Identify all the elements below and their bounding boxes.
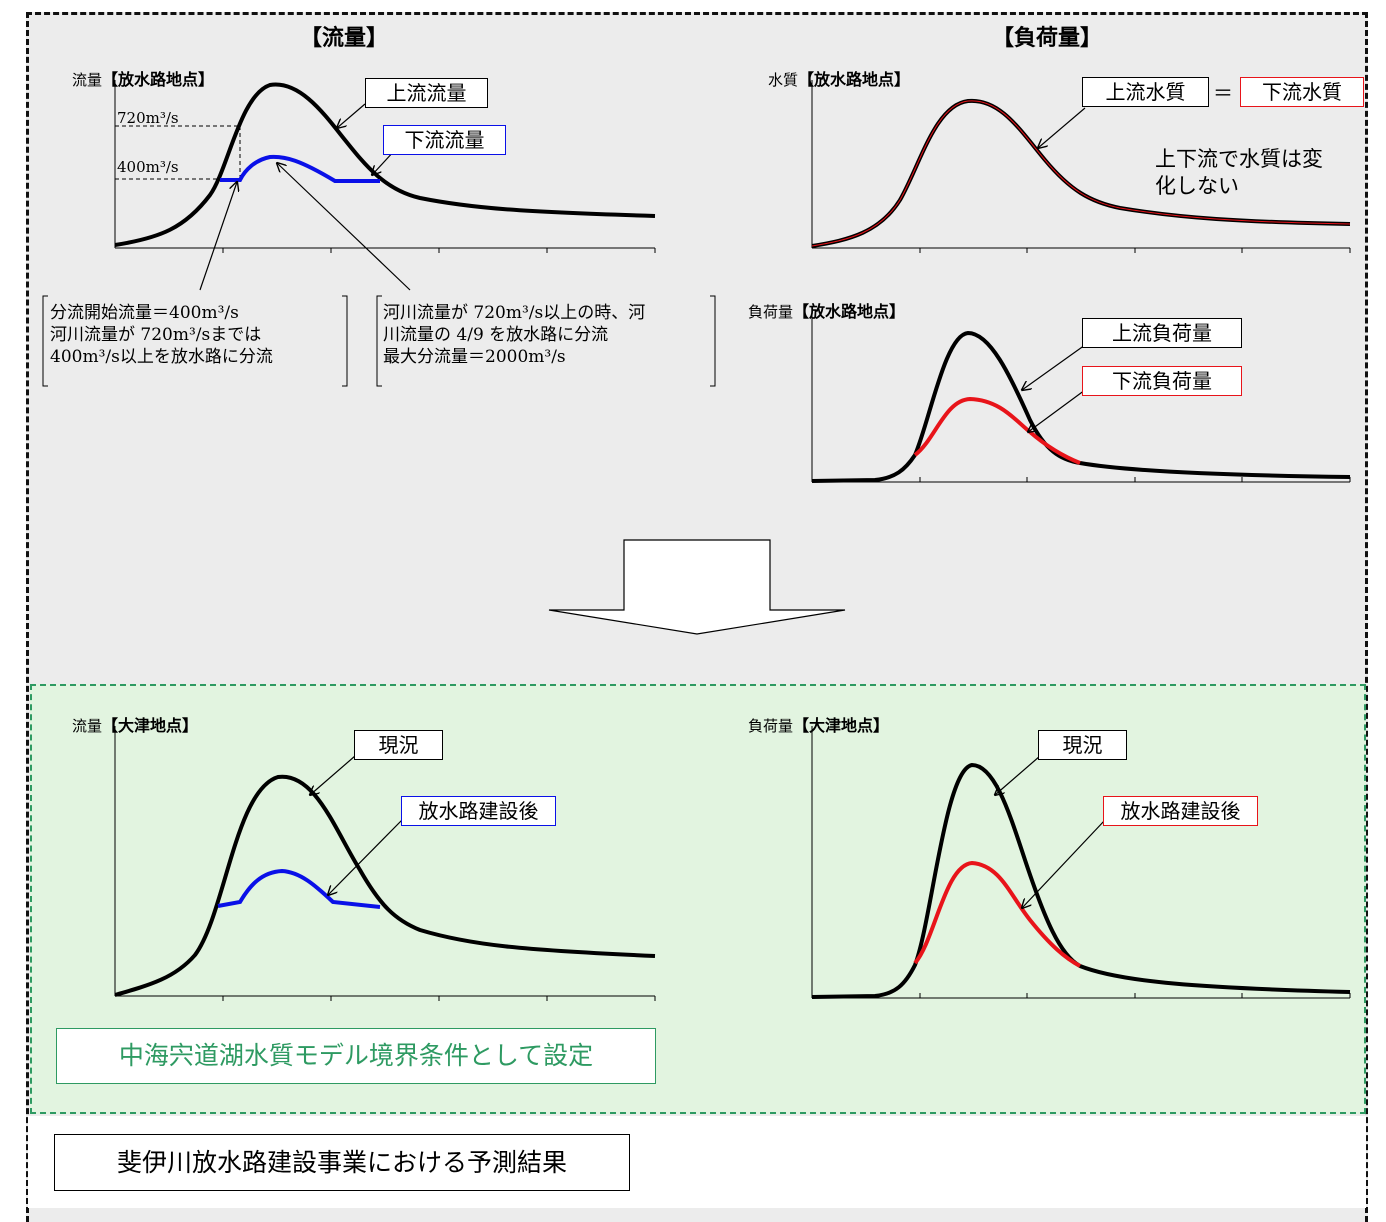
level-400-label: 400m³/s bbox=[117, 158, 179, 176]
current-flow-curve bbox=[114, 774, 656, 997]
label-upstream-quality: 上流水質 bbox=[1082, 77, 1209, 107]
chart-load-outlet-ylabel: 負荷量【放水路地点】 bbox=[748, 302, 906, 321]
note-right-bracket-l bbox=[376, 295, 382, 387]
upstream-load-curve bbox=[811, 330, 1351, 483]
note-left-bracket-l bbox=[42, 295, 48, 387]
note-right-bracket-r bbox=[710, 295, 716, 387]
note-split-ratio: 河川流量が 720m³/s以上の時、河 川流量の 4/9 を放水路に分流 最大分流量… bbox=[383, 303, 646, 367]
chart-flow-outlet bbox=[114, 80, 656, 291]
label-downstream-flow: 下流流量 bbox=[383, 125, 506, 155]
label-current-load: 現況 bbox=[1038, 730, 1127, 760]
label-upstream-flow: 上流流量 bbox=[365, 78, 488, 108]
arrow-quality bbox=[1038, 107, 1086, 148]
quality-curve-downstream bbox=[811, 100, 1351, 247]
label-upstream-load: 上流負荷量 bbox=[1082, 318, 1242, 348]
level-720-label: 720m³/s bbox=[117, 109, 179, 127]
chart-load-otsu bbox=[811, 726, 1351, 999]
label-after-flow: 放水路建設後 bbox=[401, 796, 556, 826]
downstream-load-curve bbox=[913, 396, 1081, 465]
chart-load-outlet bbox=[811, 312, 1351, 483]
arrow-upstream-load bbox=[1022, 344, 1086, 390]
label-downstream-quality: 下流水質 bbox=[1240, 77, 1364, 107]
arrow-after-load bbox=[1022, 819, 1106, 908]
label-after-load: 放水路建設後 bbox=[1103, 796, 1258, 826]
arrow-upstream bbox=[337, 103, 366, 128]
equals-sign: ＝ bbox=[1213, 81, 1233, 105]
x-ticks bbox=[919, 993, 1351, 998]
downstream-flow-curve bbox=[220, 154, 380, 183]
figure-caption: 斐伊川放水路建設事業における予測結果 bbox=[54, 1134, 630, 1191]
label-current-flow: 現況 bbox=[354, 730, 443, 760]
arrow-after-flow bbox=[328, 819, 403, 895]
chart-flow-otsu-ylabel: 流量【大津地点】 bbox=[72, 716, 199, 735]
note-left-bracket-r bbox=[342, 295, 348, 387]
arrow-split-start bbox=[199, 182, 237, 291]
x-ticks bbox=[222, 996, 656, 1001]
arrow-current-load bbox=[995, 755, 1041, 795]
flow-section-title: 【流量】 bbox=[300, 26, 389, 51]
chart-flow-otsu bbox=[114, 726, 656, 1001]
arrow-current-flow bbox=[310, 755, 356, 795]
note-split-start: 分流開始流量＝400m³/s 河川流量が 720m³/sまでは 400m³/s以上を… bbox=[50, 303, 273, 367]
current-load-curve bbox=[811, 762, 1351, 999]
boundary-condition-label: 中海宍道湖水質モデル境界条件として設定 bbox=[56, 1028, 656, 1084]
arrow-split-ratio bbox=[277, 163, 411, 291]
transition-arrow bbox=[548, 539, 846, 635]
quality-note: 上下流で水質は変 化しない bbox=[1155, 147, 1323, 198]
x-ticks bbox=[222, 248, 656, 253]
chart-quality-outlet bbox=[811, 80, 1351, 253]
chart-quality-outlet-ylabel: 水質【放水路地点】 bbox=[768, 70, 911, 89]
x-ticks bbox=[919, 477, 1351, 482]
upstream-flow-curve bbox=[114, 82, 656, 247]
after-load-curve bbox=[913, 860, 1081, 968]
chart-flow-outlet-ylabel: 流量【放水路地点】 bbox=[72, 70, 215, 89]
label-downstream-load: 下流負荷量 bbox=[1082, 366, 1242, 396]
load-section-title: 【負荷量】 bbox=[992, 26, 1103, 51]
x-ticks bbox=[919, 248, 1351, 253]
arrow-downstream-load bbox=[1028, 389, 1086, 432]
after-flow-curve bbox=[217, 868, 381, 909]
chart-load-otsu-ylabel: 負荷量【大津地点】 bbox=[748, 716, 890, 735]
